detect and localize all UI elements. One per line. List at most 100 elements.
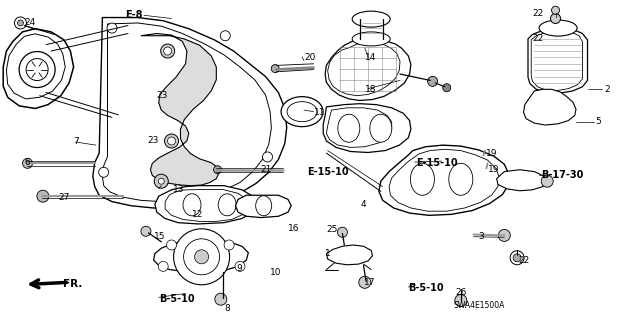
Polygon shape xyxy=(326,108,392,147)
Circle shape xyxy=(158,261,168,271)
Circle shape xyxy=(173,229,230,285)
Circle shape xyxy=(168,137,175,145)
Circle shape xyxy=(215,293,227,305)
Polygon shape xyxy=(497,170,547,191)
Text: 19: 19 xyxy=(488,165,499,174)
Circle shape xyxy=(455,294,467,307)
Text: 9: 9 xyxy=(237,264,243,273)
Text: E-15-10: E-15-10 xyxy=(416,158,458,168)
Text: 26: 26 xyxy=(455,288,467,297)
Polygon shape xyxy=(379,145,509,215)
Circle shape xyxy=(271,64,279,73)
Text: 23: 23 xyxy=(157,91,168,100)
Text: 6: 6 xyxy=(24,158,30,167)
Ellipse shape xyxy=(183,194,201,216)
Ellipse shape xyxy=(352,11,390,27)
Text: 4: 4 xyxy=(361,200,366,209)
Ellipse shape xyxy=(539,20,577,36)
Circle shape xyxy=(224,240,234,250)
Circle shape xyxy=(164,134,179,148)
Circle shape xyxy=(107,23,117,33)
Text: 2: 2 xyxy=(605,85,611,94)
Circle shape xyxy=(513,254,521,262)
Circle shape xyxy=(214,166,221,174)
Text: 27: 27 xyxy=(58,193,70,202)
Circle shape xyxy=(15,17,26,29)
Text: 1: 1 xyxy=(324,249,330,258)
Text: 7: 7 xyxy=(74,137,79,146)
Text: 18: 18 xyxy=(365,85,376,94)
Circle shape xyxy=(510,251,524,265)
Text: SWA4E1500A: SWA4E1500A xyxy=(453,301,504,310)
Text: 3: 3 xyxy=(479,232,484,241)
Circle shape xyxy=(195,250,209,264)
Text: 21: 21 xyxy=(260,165,272,174)
Text: 8: 8 xyxy=(225,304,230,313)
Text: 22: 22 xyxy=(532,34,544,43)
Circle shape xyxy=(552,6,559,14)
Circle shape xyxy=(26,59,48,80)
Circle shape xyxy=(262,152,273,162)
Polygon shape xyxy=(93,18,287,208)
Polygon shape xyxy=(389,149,499,211)
Circle shape xyxy=(158,178,164,184)
Polygon shape xyxy=(524,89,576,125)
Polygon shape xyxy=(328,43,400,96)
Circle shape xyxy=(164,47,172,55)
Text: 16: 16 xyxy=(288,224,300,233)
Text: E-8: E-8 xyxy=(125,10,142,20)
Text: 13: 13 xyxy=(173,185,184,194)
Polygon shape xyxy=(165,189,248,221)
Polygon shape xyxy=(102,23,271,202)
Ellipse shape xyxy=(256,196,272,216)
Circle shape xyxy=(37,190,49,202)
Polygon shape xyxy=(141,33,219,186)
Text: B-5-10: B-5-10 xyxy=(408,283,444,293)
Text: 24: 24 xyxy=(24,18,36,27)
Polygon shape xyxy=(154,240,248,272)
Ellipse shape xyxy=(281,97,323,127)
Circle shape xyxy=(220,31,230,41)
Circle shape xyxy=(235,261,245,271)
Ellipse shape xyxy=(218,194,236,216)
Polygon shape xyxy=(528,28,588,93)
Circle shape xyxy=(19,52,55,87)
Text: 10: 10 xyxy=(270,268,282,277)
Circle shape xyxy=(428,76,438,86)
Text: FR.: FR. xyxy=(63,279,82,289)
Circle shape xyxy=(184,239,220,275)
Circle shape xyxy=(359,276,371,288)
Text: 14: 14 xyxy=(365,53,376,62)
Circle shape xyxy=(499,229,510,241)
Text: 15: 15 xyxy=(154,232,165,241)
Circle shape xyxy=(541,175,553,187)
Ellipse shape xyxy=(287,102,317,122)
Text: 20: 20 xyxy=(304,53,316,62)
Text: 22: 22 xyxy=(532,9,544,18)
Ellipse shape xyxy=(410,163,435,195)
Polygon shape xyxy=(3,29,74,108)
Polygon shape xyxy=(6,34,65,99)
Circle shape xyxy=(22,158,33,168)
Polygon shape xyxy=(155,186,256,224)
Circle shape xyxy=(154,174,168,188)
Polygon shape xyxy=(531,30,582,91)
Ellipse shape xyxy=(352,32,390,46)
Text: 5: 5 xyxy=(595,117,601,126)
Text: 23: 23 xyxy=(147,136,159,145)
Circle shape xyxy=(166,240,177,250)
Ellipse shape xyxy=(370,114,392,142)
Polygon shape xyxy=(323,104,411,152)
Ellipse shape xyxy=(449,163,473,195)
Text: B-17-30: B-17-30 xyxy=(541,170,583,181)
Text: 17: 17 xyxy=(364,278,376,287)
Circle shape xyxy=(550,13,561,24)
Polygon shape xyxy=(236,195,291,218)
Polygon shape xyxy=(325,39,411,100)
Polygon shape xyxy=(326,245,372,265)
Text: 11: 11 xyxy=(314,108,325,117)
Circle shape xyxy=(99,167,109,177)
Text: 22: 22 xyxy=(518,256,530,265)
Text: 19: 19 xyxy=(486,149,498,158)
Text: E-15-10: E-15-10 xyxy=(307,167,349,177)
